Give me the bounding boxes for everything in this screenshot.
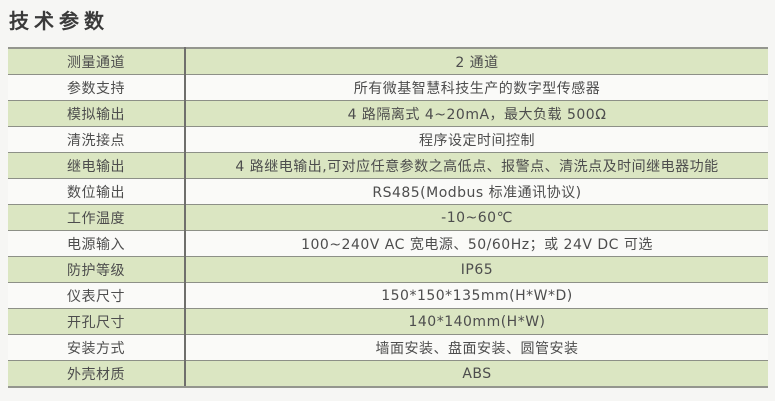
row-label: 继电输出 — [8, 152, 186, 179]
table-row: 防护等级 IP65 — [8, 256, 768, 283]
table-row: 测量通道 2 通道 — [8, 47, 768, 75]
row-label: 工作温度 — [8, 204, 186, 231]
row-value: 140*140mm(H*W) — [185, 308, 768, 335]
row-value: 4 路继电输出,可对应任意参数之高低点、报警点、清洗点及时间继电器功能 — [185, 152, 768, 179]
row-value: 程序设定时间控制 — [185, 126, 768, 153]
row-label: 测量通道 — [8, 47, 186, 75]
row-label: 模拟输出 — [8, 100, 186, 127]
spec-table: 测量通道 2 通道 参数支持 所有微基智慧科技生产的数字型传感器 模拟输出 4 … — [8, 47, 768, 388]
row-value: 150*150*135mm(H*W*D) — [185, 282, 768, 309]
row-value: 100~240V AC 宽电源、50/60Hz；或 24V DC 可选 — [185, 230, 768, 257]
row-label: 清洗接点 — [8, 126, 186, 153]
row-label: 数位输出 — [8, 178, 186, 205]
table-row: 清洗接点 程序设定时间控制 — [8, 126, 768, 153]
page-title: 技术参数 — [9, 9, 109, 33]
table-row: 工作温度 -10~60℃ — [8, 204, 768, 231]
row-label: 参数支持 — [8, 74, 186, 101]
row-label: 安装方式 — [8, 334, 186, 361]
row-value: 4 路隔离式 4~20mA，最大负载 500Ω — [185, 100, 768, 127]
row-label: 仪表尺寸 — [8, 282, 186, 309]
table-row: 参数支持 所有微基智慧科技生产的数字型传感器 — [8, 74, 768, 101]
table-row: 模拟输出 4 路隔离式 4~20mA，最大负载 500Ω — [8, 100, 768, 127]
table-row: 继电输出 4 路继电输出,可对应任意参数之高低点、报警点、清洗点及时间继电器功能 — [8, 152, 768, 179]
row-label: 外壳材质 — [8, 360, 186, 388]
table-row: 数位输出 RS485(Modbus 标准通讯协议) — [8, 178, 768, 205]
row-value: ABS — [185, 360, 768, 388]
row-label: 防护等级 — [8, 256, 186, 283]
row-value: 所有微基智慧科技生产的数字型传感器 — [185, 74, 768, 101]
row-value: 墙面安装、盘面安装、圆管安装 — [185, 334, 768, 361]
table-row: 开孔尺寸 140*140mm(H*W) — [8, 308, 768, 335]
row-value: 2 通道 — [185, 47, 768, 75]
spec-table-body: 测量通道 2 通道 参数支持 所有微基智慧科技生产的数字型传感器 模拟输出 4 … — [8, 47, 768, 388]
row-value: IP65 — [185, 256, 768, 283]
table-row: 电源输入 100~240V AC 宽电源、50/60Hz；或 24V DC 可选 — [8, 230, 768, 257]
table-row: 外壳材质 ABS — [8, 360, 768, 388]
table-row: 仪表尺寸 150*150*135mm(H*W*D) — [8, 282, 768, 309]
table-row: 安装方式 墙面安装、盘面安装、圆管安装 — [8, 334, 768, 361]
row-value: -10~60℃ — [185, 204, 768, 231]
row-label: 开孔尺寸 — [8, 308, 186, 335]
row-value: RS485(Modbus 标准通讯协议) — [185, 178, 768, 205]
row-label: 电源输入 — [8, 230, 186, 257]
